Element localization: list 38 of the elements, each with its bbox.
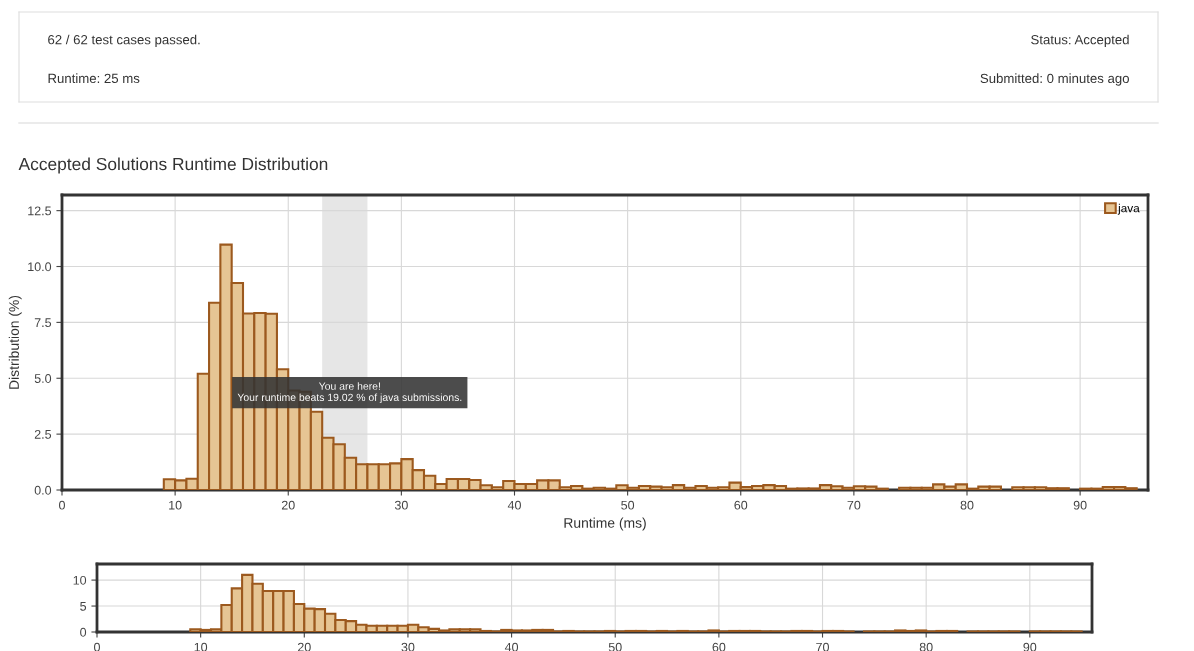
x-tick-label: 90 bbox=[1073, 500, 1087, 510]
text: Status: Accepted bbox=[1031, 34, 1129, 47]
x-tick-label: 70 bbox=[816, 642, 829, 651]
y-tick-label: 10.0 bbox=[28, 262, 52, 272]
x-axis-title: Runtime (ms) bbox=[564, 517, 646, 531]
x-tick-label: 40 bbox=[504, 642, 519, 651]
x-tick-label: 30 bbox=[394, 500, 408, 510]
x-tick-label: 50 bbox=[621, 500, 635, 510]
x-tick-label: 20 bbox=[281, 500, 295, 510]
y-tick-label: 12.5 bbox=[28, 206, 52, 216]
chart-title: Accepted Solutions Runtime Distribution bbox=[18, 157, 328, 174]
y-tick-label: 10 bbox=[73, 575, 87, 585]
x-tick-label: 90 bbox=[1023, 642, 1037, 651]
y-tick-label: 5 bbox=[80, 601, 87, 611]
text: Submitted: 0 minutes ago bbox=[980, 73, 1129, 86]
x-tick-label: 10 bbox=[194, 642, 208, 651]
y-axis-title: Distribution (%) bbox=[8, 295, 22, 389]
x-tick-label: 0 bbox=[94, 642, 100, 651]
text: 62 / 62 test cases passed. bbox=[48, 34, 200, 47]
y-tick-label: 7.5 bbox=[34, 318, 52, 328]
y-tick-label: 2.5 bbox=[34, 429, 52, 439]
x-tick-label: 40 bbox=[507, 500, 521, 510]
text: Runtime: 25 ms bbox=[48, 73, 140, 84]
x-tick-label: 20 bbox=[297, 642, 311, 651]
x-tick-label: 10 bbox=[169, 500, 182, 510]
x-tick-label: 30 bbox=[401, 642, 415, 651]
y-tick-label: 5.0 bbox=[34, 374, 52, 383]
x-tick-label: 80 bbox=[919, 642, 933, 651]
x-tick-label: 80 bbox=[960, 500, 974, 510]
y-tick-label: 0.0 bbox=[34, 485, 52, 495]
x-tick-label: 70 bbox=[847, 500, 861, 510]
x-tick-label: 60 bbox=[734, 500, 748, 510]
x-tick-label: 50 bbox=[608, 642, 622, 651]
x-tick-label: 60 bbox=[712, 642, 726, 651]
annotation: You are here! Your runtime beats 19.02 % of java submissions. bbox=[237, 382, 462, 404]
legend-label: java bbox=[1117, 203, 1140, 215]
x-tick-label: 0 bbox=[59, 500, 65, 510]
y-tick-label: 0 bbox=[80, 627, 87, 637]
